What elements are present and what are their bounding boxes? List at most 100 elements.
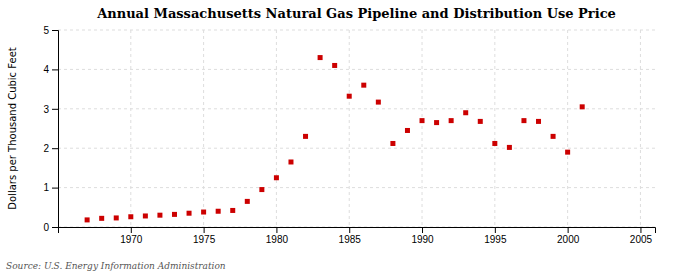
tick: 1970 — [120, 227, 143, 245]
tick: 5 — [43, 25, 58, 36]
tick-label: 2005 — [630, 234, 653, 245]
point — [390, 141, 395, 146]
tick-mark — [640, 227, 641, 233]
grid-line — [58, 69, 655, 70]
point — [420, 118, 425, 123]
point — [521, 118, 526, 123]
tick-label: 1 — [43, 182, 49, 193]
tick-label: 0 — [43, 222, 49, 233]
tick: 1995 — [484, 227, 507, 245]
grid-line — [640, 30, 641, 227]
tick-mark — [52, 109, 58, 110]
annotation: Source: U.S. Energy Information Administ… — [6, 261, 226, 271]
point — [288, 159, 293, 164]
tick-mark — [52, 69, 58, 70]
point — [478, 119, 483, 124]
point — [230, 208, 235, 213]
grid-line — [276, 30, 277, 227]
tick: 4 — [43, 64, 58, 75]
grid-line — [130, 30, 131, 227]
point — [463, 110, 468, 115]
chart: 1970 1975 1980 1985 1990 1995 2000 2005 0 1 2 3 4 5 An… — [0, 0, 675, 275]
tick-label: 1990 — [411, 234, 434, 245]
point — [347, 94, 352, 99]
title: Annual Massachusetts Natural Gas Pipelin… — [96, 6, 616, 21]
point — [201, 210, 206, 215]
tick-label: 1985 — [339, 234, 362, 245]
grid — [58, 30, 655, 227]
tick-label: 1970 — [120, 234, 143, 245]
point — [143, 213, 148, 218]
grid-line — [58, 187, 655, 188]
tick-label: 3 — [43, 104, 49, 115]
point — [361, 83, 366, 88]
point — [507, 145, 512, 150]
tick-mark — [568, 227, 569, 233]
grid-line — [494, 30, 495, 227]
tick-mark — [349, 227, 350, 233]
tick-label: 1975 — [193, 234, 216, 245]
point — [332, 63, 337, 68]
point — [376, 100, 381, 105]
tick-label: 1995 — [484, 234, 507, 245]
point — [172, 212, 177, 217]
point — [85, 217, 90, 222]
tick: 0 — [43, 222, 58, 233]
grid-line — [58, 108, 655, 109]
point — [216, 209, 221, 214]
tick: 1985 — [339, 227, 362, 245]
tick-mark — [52, 227, 58, 228]
point — [114, 215, 119, 220]
tick-mark — [131, 227, 132, 233]
tick-mark — [204, 227, 205, 233]
point — [580, 104, 585, 109]
axis-line — [52, 31, 59, 228]
tick-label: 1980 — [266, 234, 289, 245]
point — [259, 187, 264, 192]
tick-label: 5 — [43, 25, 49, 36]
tick: 1 — [43, 182, 58, 193]
point — [551, 134, 556, 139]
point — [318, 55, 323, 60]
point — [274, 175, 279, 180]
point — [187, 211, 192, 216]
grid-line — [349, 30, 350, 227]
grid-line — [58, 30, 655, 31]
tick-mark — [52, 148, 58, 149]
tick-mark — [422, 227, 423, 233]
tick-mark — [495, 227, 496, 233]
y-axis: 0 1 2 3 4 5 — [43, 25, 58, 233]
tick-label: 2 — [43, 143, 49, 154]
tick: 1975 — [193, 227, 216, 245]
tick-mark — [276, 227, 277, 233]
tick: 2 — [43, 143, 58, 154]
tick: 1980 — [266, 227, 289, 245]
tick-label: 2000 — [557, 234, 580, 245]
tick-label: 4 — [43, 64, 49, 75]
point — [128, 214, 133, 219]
grid-line — [567, 30, 568, 227]
point — [565, 150, 570, 155]
tick: 2005 — [630, 227, 653, 245]
tick-mark — [52, 30, 58, 31]
point — [434, 120, 439, 125]
point — [303, 134, 308, 139]
grid-line — [422, 30, 423, 227]
grid-line — [58, 148, 655, 149]
axis-line — [59, 228, 656, 234]
point — [492, 141, 497, 146]
tick: 1990 — [411, 227, 434, 245]
point — [99, 216, 104, 221]
tick: 3 — [43, 104, 58, 115]
x-axis: 1970 1975 1980 1985 1990 1995 2000 2005 — [59, 227, 656, 245]
point — [449, 118, 454, 123]
point — [405, 128, 410, 133]
tick: 2000 — [557, 227, 580, 245]
plot-area: 1970 1975 1980 1985 1990 1995 2000 2005 0 1 2 3 4 5 — [43, 25, 655, 245]
grid-line — [203, 30, 204, 227]
point — [536, 119, 541, 124]
point — [245, 199, 250, 204]
y-axis-label: Dollars per Thousand Cubic Feet — [7, 47, 18, 210]
point — [157, 213, 162, 218]
tick-mark — [52, 188, 58, 189]
